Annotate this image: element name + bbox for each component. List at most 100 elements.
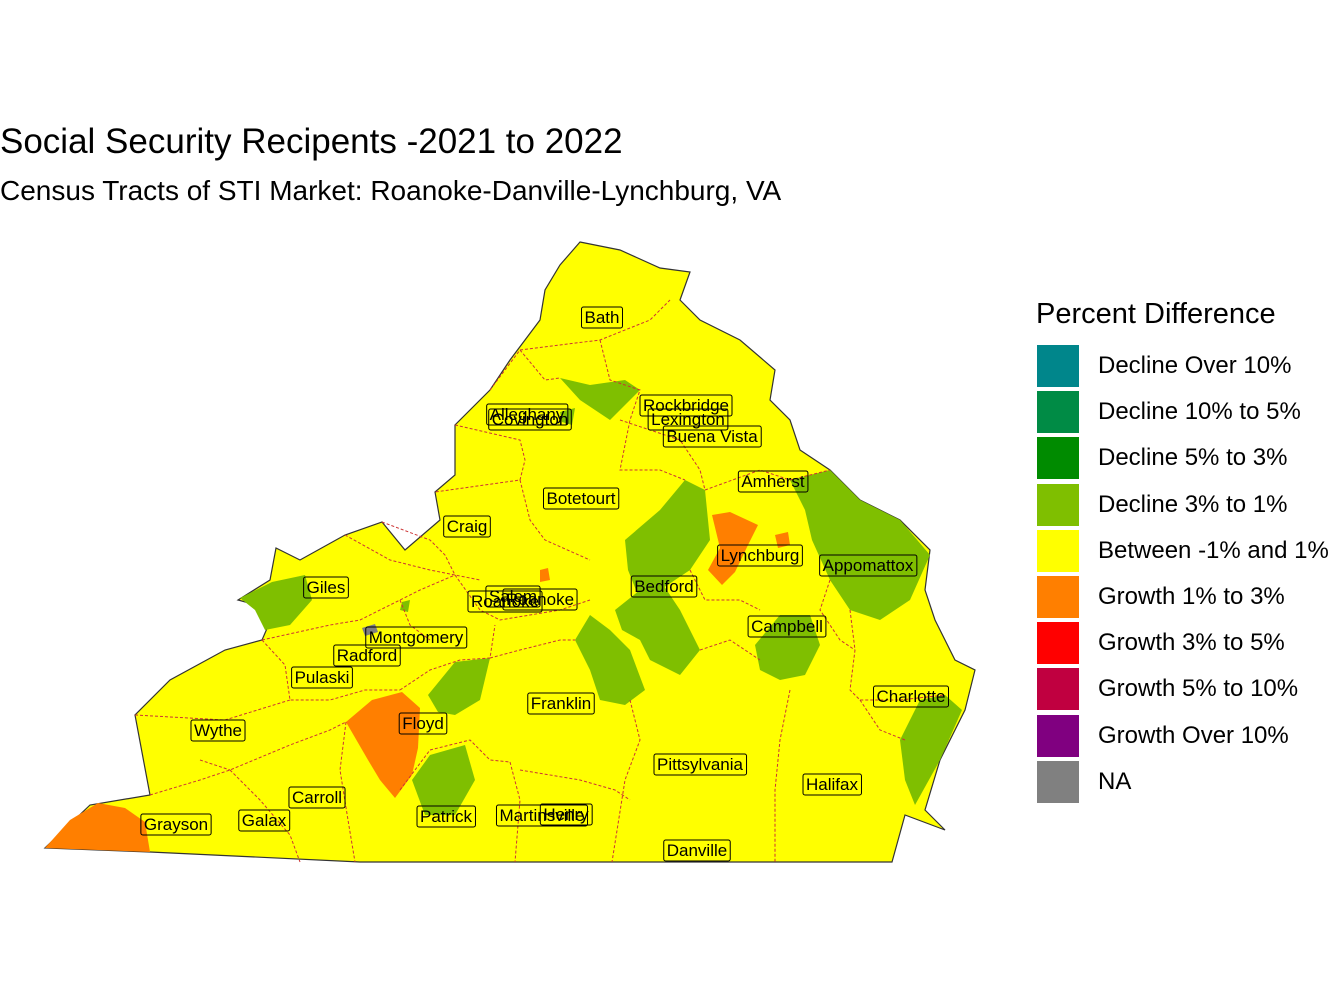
legend-label: Growth Over 10%: [1098, 721, 1289, 749]
county-label-craig: Craig: [443, 515, 491, 538]
legend-item: NA: [1036, 759, 1329, 805]
legend-swatch: [1036, 667, 1080, 712]
growth-areas: [45, 512, 790, 852]
county-label-floyd: Floyd: [398, 712, 448, 735]
svg-text:Montgomery: Montgomery: [369, 628, 464, 647]
legend-title: Percent Difference: [1036, 298, 1276, 330]
county-label-danville: Danville: [663, 839, 731, 862]
svg-text:Botetourt: Botetourt: [547, 489, 616, 508]
county-label-salem: Salem: [485, 585, 541, 608]
svg-text:Pittsylvania: Pittsylvania: [657, 755, 744, 774]
region-outline: [43, 241, 976, 863]
county-label-pulaski: Pulaski: [291, 666, 353, 689]
legend-item: Decline 3% to 1%: [1036, 482, 1329, 528]
map-subtitle: Census Tracts of STI Market: Roanoke-Dan…: [0, 175, 782, 206]
county-label-galax: Galax: [238, 809, 291, 832]
county-label-botetourt: Botetourt: [543, 487, 620, 510]
svg-text:Galax: Galax: [242, 811, 287, 830]
legend-swatch: [1036, 344, 1080, 389]
county-label-radford: Radford: [333, 644, 401, 667]
legend-swatch: [1036, 436, 1080, 481]
svg-text:Pulaski: Pulaski: [295, 668, 350, 687]
svg-text:Danville: Danville: [667, 841, 727, 860]
legend-label: NA: [1098, 767, 1132, 795]
county-label-pittsylvania: Pittsylvania: [653, 753, 748, 776]
svg-text:Campbell: Campbell: [751, 617, 823, 636]
legend-item: Decline Over 10%: [1036, 343, 1329, 389]
legend-label: Decline 10% to 5%: [1098, 398, 1301, 426]
legend-item: Between -1% and 1%: [1036, 528, 1329, 574]
legend-label: Between -1% and 1%: [1098, 536, 1329, 564]
svg-text:Franklin: Franklin: [531, 694, 591, 713]
svg-text:Lexington: Lexington: [651, 410, 725, 429]
county-label-patrick: Patrick: [416, 805, 476, 828]
svg-text:Wythe: Wythe: [194, 721, 242, 740]
svg-text:Craig: Craig: [447, 517, 488, 536]
svg-text:Patrick: Patrick: [420, 807, 472, 826]
svg-text:Giles: Giles: [307, 578, 346, 597]
legend-label: Growth 5% to 10%: [1098, 675, 1299, 703]
legend-label: Decline 5% to 3%: [1098, 444, 1288, 472]
legend-item: Decline 10% to 5%: [1036, 389, 1329, 435]
svg-text:Radford: Radford: [337, 646, 397, 665]
legend-swatch: [1036, 575, 1080, 620]
svg-text:Halifax: Halifax: [806, 775, 858, 794]
svg-text:Appomattox: Appomattox: [823, 556, 914, 575]
county-label-alleghany: Alleghany: [486, 403, 569, 426]
county-label-charlotte: Charlotte: [873, 685, 949, 708]
county-boundaries: [134, 299, 946, 863]
svg-text:Grayson: Grayson: [144, 815, 208, 834]
legend: Percent Difference Decline Over 10% Decli…: [1036, 298, 1329, 805]
legend-item: Growth 1% to 3%: [1036, 574, 1329, 620]
county-label-carroll: Carroll: [288, 786, 346, 809]
county-label-henry: Henry: [539, 803, 593, 826]
svg-text:Alleghany: Alleghany: [490, 405, 565, 424]
svg-text:Floyd: Floyd: [402, 714, 444, 733]
legend-item: Growth Over 10%: [1036, 713, 1329, 759]
legend-swatch: [1036, 528, 1080, 573]
svg-text:Henry: Henry: [543, 805, 589, 824]
legend-swatch: [1036, 482, 1080, 527]
svg-text:Bedford: Bedford: [634, 577, 694, 596]
legend-swatch: [1036, 390, 1080, 435]
legend-label: Decline 3% to 1%: [1098, 490, 1288, 518]
svg-text:Carroll: Carroll: [292, 788, 342, 807]
svg-text:Martinsville: Martinsville: [499, 806, 584, 825]
legend-item: Decline 5% to 3%: [1036, 435, 1329, 481]
svg-text:Roanoke: Roanoke: [506, 590, 574, 609]
svg-text:Covington: Covington: [492, 410, 569, 429]
county-label-bedford: Bedford: [630, 575, 698, 598]
county-label-halifax: Halifax: [802, 773, 862, 796]
legend-item: Growth 3% to 5%: [1036, 620, 1329, 666]
county-label-appomattox: Appomattox: [819, 554, 918, 577]
county-label-covington: Covington: [488, 408, 572, 431]
county-label-rockbridge: Rockbridge: [639, 394, 733, 417]
svg-text:Buena Vista: Buena Vista: [666, 427, 758, 446]
svg-text:Rockbridge: Rockbridge: [643, 396, 729, 415]
county-label-campbell: Campbell: [747, 615, 827, 638]
county-label-grayson: Grayson: [140, 813, 212, 836]
county-label-bath: Bath: [581, 306, 623, 329]
svg-text:Amherst: Amherst: [741, 472, 805, 491]
svg-text:Lynchburg: Lynchburg: [721, 546, 800, 565]
county-label-franklin: Franklin: [527, 692, 595, 715]
legend-swatch: [1036, 713, 1080, 758]
svg-text:Charlotte: Charlotte: [877, 687, 946, 706]
legend-swatch: [1036, 621, 1080, 666]
county-label-lexington: Lexington: [647, 408, 729, 431]
county-label-wythe: Wythe: [190, 719, 246, 742]
legend-label: Growth 1% to 3%: [1098, 583, 1285, 611]
county-label-buena-vista: Buena Vista: [662, 425, 762, 448]
county-label-giles: Giles: [303, 576, 349, 599]
county-label-montgomery: Montgomery: [365, 626, 468, 649]
map-title: Social Security Recipents -2021 to 2022: [0, 122, 623, 161]
county-label-lynchburg: Lynchburg: [717, 544, 803, 567]
county-label-amherst: Amherst: [737, 470, 809, 493]
legend-label: Growth 3% to 5%: [1098, 629, 1285, 657]
svg-text:Bath: Bath: [585, 308, 620, 327]
svg-text:Roanoke: Roanoke: [471, 592, 539, 611]
county-label-martinsville: Martinsville: [495, 804, 589, 827]
legend-label: Decline Over 10%: [1098, 352, 1292, 380]
